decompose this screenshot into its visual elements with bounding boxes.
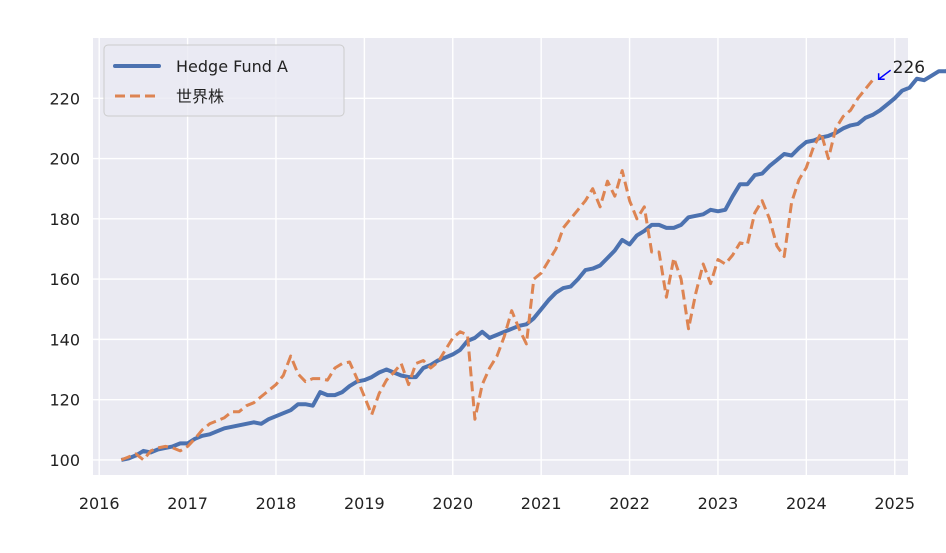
end-label-arrowhead [877, 73, 885, 80]
x-tick-label: 2019 [344, 494, 385, 513]
y-tick-label: 180 [49, 210, 80, 229]
x-tick-label: 2017 [167, 494, 208, 513]
x-tick-label: 2025 [874, 494, 915, 513]
y-tick-label: 220 [49, 89, 80, 108]
tick-labels: 2016 2017 2018 2019 2020 2021 2022 2023 2024 2025… [49, 89, 915, 513]
legend-box [103, 44, 345, 117]
series-line-0 [120, 68, 946, 462]
y-tick-label: 100 [49, 451, 80, 470]
y-tick-label: 140 [49, 330, 80, 349]
x-tick-label: 2021 [521, 494, 562, 513]
x-tick-label: 2022 [609, 494, 650, 513]
legend: Hedge Fund A 世界株 [103, 44, 345, 117]
x-tick-label: 2023 [698, 494, 739, 513]
y-tick-label: 120 [49, 391, 80, 410]
y-tick-label: 200 [49, 150, 80, 169]
x-tick-label: 2016 [79, 494, 120, 513]
legend-label-hedge-fund-a: Hedge Fund A [176, 57, 288, 76]
series-line-1 [120, 79, 874, 462]
x-tick-label: 2018 [256, 494, 297, 513]
x-tick-label: 2020 [432, 494, 473, 513]
legend-label-world-stocks: 世界株 [176, 87, 224, 106]
end-label-arrow [878, 69, 892, 80]
end-value-annotations: 232226 [877, 58, 925, 80]
series-lines [120, 68, 946, 462]
y-tick-label: 160 [49, 270, 80, 289]
x-tick-label: 2024 [786, 494, 827, 513]
end-value-label: 226 [893, 58, 925, 78]
